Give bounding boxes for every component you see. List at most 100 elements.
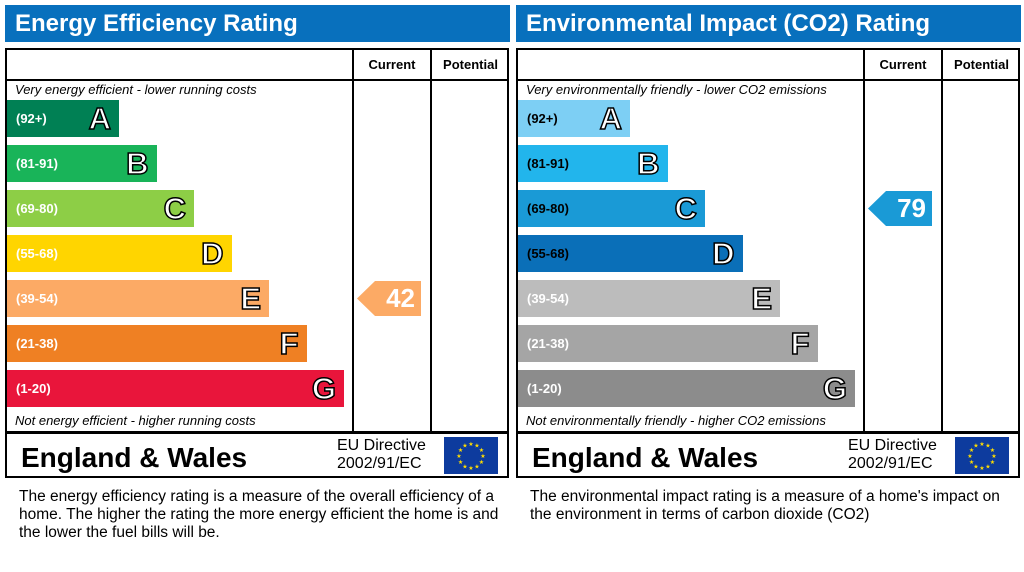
svg-text:★: ★ (990, 459, 995, 466)
band-letter: B (125, 145, 149, 182)
svg-text:★: ★ (969, 447, 974, 454)
band-letter: D (711, 235, 735, 272)
svg-text:★: ★ (462, 443, 467, 450)
band-c: (69-80) C (518, 190, 705, 227)
environmental-impact-panel: Environmental Impact (CO2) Rating Curren… (516, 0, 1021, 572)
svg-text:★: ★ (979, 441, 984, 448)
energy-efficiency-panel: Energy Efficiency Rating Current Potenti… (5, 0, 510, 572)
directive-line: EU Directive (337, 437, 426, 454)
band-c: (69-80) C (7, 190, 194, 227)
band-f: (21-38) F (7, 325, 307, 362)
band-letter: G (822, 370, 848, 407)
directive-line: 2002/91/EC (848, 455, 933, 472)
band-letter: D (200, 235, 224, 272)
band-d: (55-68) D (518, 235, 743, 272)
band-range: (1-20) (16, 381, 51, 396)
bottom-note: Not energy efficient - higher running co… (15, 413, 256, 428)
footer: England & Wales EU Directive 2002/91/EC ★… (516, 432, 1020, 478)
svg-text:★: ★ (973, 443, 978, 450)
svg-text:★: ★ (985, 463, 990, 470)
svg-text:★: ★ (462, 463, 467, 470)
band-a: (92+) A (7, 100, 119, 137)
band-range: (55-68) (16, 246, 58, 261)
band-range: (69-80) (527, 201, 569, 216)
svg-text:★: ★ (990, 447, 995, 454)
rating-table: Current Potential Very environmentally f… (516, 48, 1020, 433)
band-letter: E (240, 280, 262, 317)
band-range: (92+) (527, 111, 558, 126)
current-column: Current (352, 50, 430, 431)
band-range: (21-38) (16, 336, 58, 351)
band-letter: G (311, 370, 337, 407)
band-range: (1-20) (527, 381, 562, 396)
band-letter: F (279, 325, 299, 362)
band-letter: E (751, 280, 773, 317)
svg-text:★: ★ (468, 441, 473, 448)
svg-text:★: ★ (474, 443, 479, 450)
eu-flag-icon: ★★★★★★★★★ ★ ★★ (444, 437, 498, 474)
band-e: (39-54) E (518, 280, 780, 317)
current-column: Current (863, 50, 941, 431)
band-a: (92+) A (518, 100, 630, 137)
band-range: (81-91) (16, 156, 58, 171)
band-g: (1-20) G (518, 370, 855, 407)
potential-column: Potential (430, 50, 509, 431)
description: The environmental impact rating is a mea… (530, 488, 1000, 523)
svg-text:★: ★ (985, 443, 990, 450)
region-label: England & Wales (21, 442, 248, 473)
directive-line: EU Directive (848, 437, 937, 454)
band-letter: A (88, 100, 112, 137)
potential-header: Potential (443, 57, 498, 72)
band-letter: C (163, 190, 187, 227)
band-letter: F (790, 325, 810, 362)
top-note: Very environmentally friendly - lower CO… (526, 82, 827, 97)
svg-text:★: ★ (479, 459, 484, 466)
potential-header: Potential (954, 57, 1009, 72)
svg-text:★: ★ (979, 465, 984, 472)
svg-text:★: ★ (468, 465, 473, 472)
band-range: (92+) (16, 111, 47, 126)
header-row (7, 50, 507, 81)
svg-text:★: ★ (458, 447, 463, 454)
band-range: (69-80) (16, 201, 58, 216)
header-row (518, 50, 1018, 81)
bottom-note: Not environmentally friendly - higher CO… (526, 413, 826, 428)
current-rating-value: 42 (386, 283, 415, 313)
eu-flag-icon: ★★★★★★★★★ ★ ★★ (955, 437, 1009, 474)
band-range: (81-91) (527, 156, 569, 171)
eu-directive: EU Directive 2002/91/EC (337, 437, 426, 473)
eu-directive: EU Directive 2002/91/EC (848, 437, 937, 473)
band-f: (21-38) F (518, 325, 818, 362)
band-range: (39-54) (527, 291, 569, 306)
band-range: (39-54) (16, 291, 58, 306)
current-header: Current (879, 57, 927, 72)
potential-column: Potential (941, 50, 1020, 431)
band-range: (55-68) (527, 246, 569, 261)
svg-text:★: ★ (967, 453, 972, 460)
current-header: Current (368, 57, 416, 72)
footer: England & Wales EU Directive 2002/91/EC ★… (5, 432, 509, 478)
svg-text:★: ★ (480, 453, 485, 460)
band-b: (81-91) B (7, 145, 157, 182)
directive-line: 2002/91/EC (337, 455, 422, 472)
band-d: (55-68) D (7, 235, 232, 272)
band-letter: B (636, 145, 660, 182)
svg-text:★: ★ (479, 447, 484, 454)
description: The energy efficiency rating is a measur… (19, 488, 499, 541)
svg-text:★: ★ (973, 463, 978, 470)
svg-text:★: ★ (969, 459, 974, 466)
svg-text:★: ★ (458, 459, 463, 466)
svg-text:★: ★ (456, 453, 461, 460)
chart-title: Energy Efficiency Rating (5, 5, 510, 42)
chart-title: Environmental Impact (CO2) Rating (516, 5, 1021, 42)
current-rating-value: 79 (897, 193, 926, 223)
band-letter: A (599, 100, 623, 137)
region-label: England & Wales (532, 442, 759, 473)
top-note: Very energy efficient - lower running co… (15, 82, 257, 97)
band-e: (39-54) E (7, 280, 269, 317)
svg-text:★: ★ (991, 453, 996, 460)
band-b: (81-91) B (518, 145, 668, 182)
band-g: (1-20) G (7, 370, 344, 407)
band-letter: C (674, 190, 698, 227)
svg-text:★: ★ (474, 463, 479, 470)
